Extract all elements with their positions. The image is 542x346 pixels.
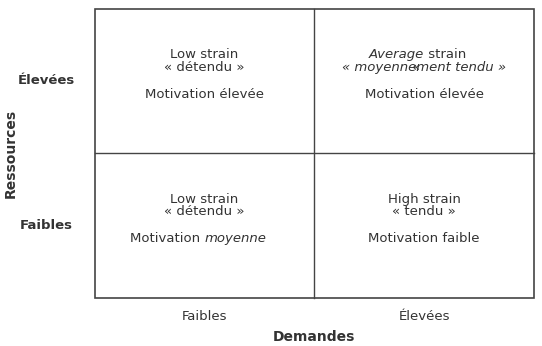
Text: « détendu »: « détendu » <box>164 61 245 74</box>
Text: Low strain: Low strain <box>171 193 238 206</box>
Text: Ressources: Ressources <box>4 109 18 198</box>
Text: « moyennement tendu »: « moyennement tendu » <box>342 61 506 74</box>
Text: « tendu »: « tendu » <box>392 205 456 218</box>
Text: High strain: High strain <box>388 193 461 206</box>
Text: Low strain: Low strain <box>171 48 238 62</box>
Text: moyenne: moyenne <box>204 232 267 245</box>
Text: strain: strain <box>424 48 466 62</box>
Text: Motivation élevée: Motivation élevée <box>145 88 264 101</box>
Text: Motivation: Motivation <box>130 232 204 245</box>
Text: Faibles: Faibles <box>20 219 73 232</box>
Text: Motivation élevée: Motivation élevée <box>365 88 483 101</box>
Text: Demandes: Demandes <box>273 330 356 344</box>
Text: « détendu »: « détendu » <box>164 205 245 218</box>
Text: Faibles: Faibles <box>182 310 227 323</box>
Text: «: « <box>412 61 424 74</box>
Text: Élevées: Élevées <box>398 310 450 323</box>
Text: Élevées: Élevées <box>17 74 75 88</box>
Text: Average: Average <box>369 48 424 62</box>
Text: Motivation faible: Motivation faible <box>369 232 480 245</box>
